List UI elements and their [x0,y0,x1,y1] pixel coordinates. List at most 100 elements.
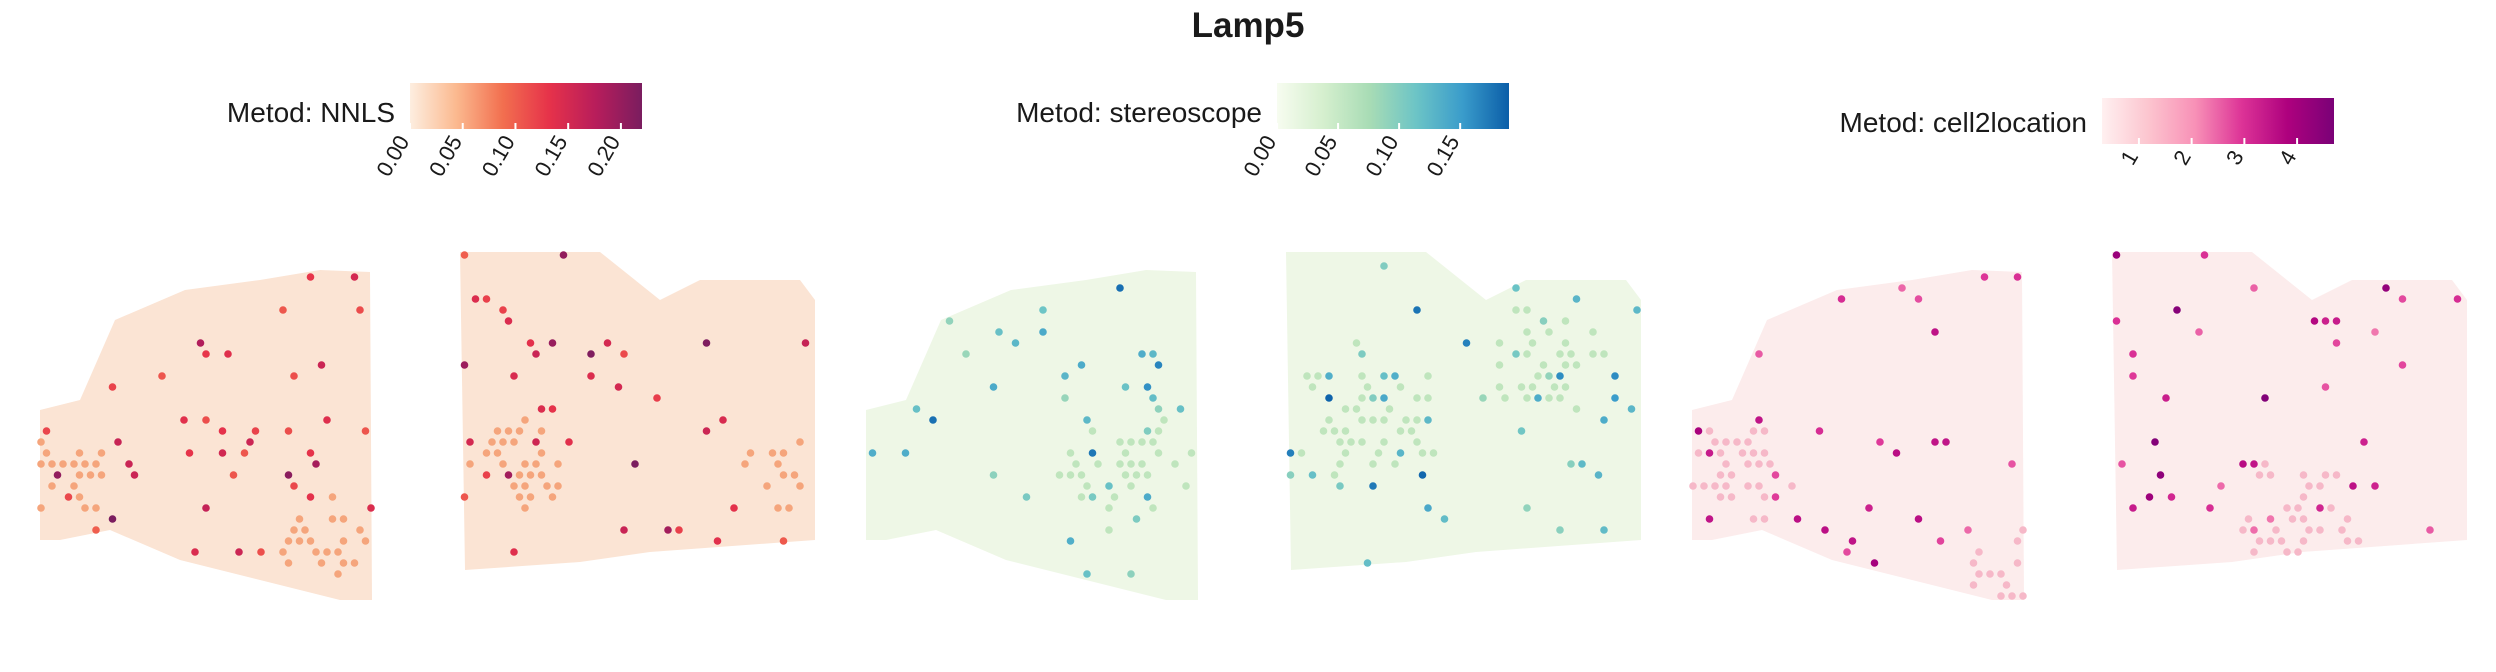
spot [1396,383,1405,391]
tissue-section-left [866,270,1198,600]
spot [1127,482,1135,490]
spot [1154,449,1163,457]
spot [2217,482,2225,490]
spot [1572,361,1581,369]
spot [1171,460,1179,468]
spot [1501,394,1509,402]
spot [768,449,777,457]
spot [1815,427,1824,435]
spot [312,460,320,468]
spot [2129,504,2137,512]
spot [1363,383,1372,391]
spot [2239,460,2247,468]
spot [1969,559,1978,567]
spot [328,493,337,501]
spot [493,449,502,457]
spot [1187,449,1196,457]
spot [488,438,496,446]
spot [2008,460,2016,468]
spot [1870,559,1879,567]
spot [1716,471,1725,479]
spot [306,449,315,457]
spot [97,449,106,457]
spot [1837,295,1846,303]
spot [1755,350,1763,358]
spot [2013,273,2022,281]
spot-map [37,251,815,600]
spot [1325,372,1333,380]
spot [1594,471,1603,479]
spot [1105,504,1113,512]
spot [548,493,557,501]
spot [614,383,623,391]
spot [1733,438,1741,446]
spot [2310,317,2319,325]
spot [1077,471,1086,479]
spot [1380,262,1388,270]
spot [471,295,480,303]
spot [108,515,117,523]
spot [306,273,315,281]
spot [279,548,287,556]
spot [945,317,954,325]
spot [603,339,612,347]
spot [1727,493,1736,501]
colorbar [2102,98,2334,144]
tissue-section-right [1286,252,1641,570]
colorbar-tick-label: 0.00 [371,131,414,181]
spot [323,416,331,424]
spot [59,460,67,468]
spot [334,548,342,556]
spot [2008,592,2016,600]
spot [2206,504,2214,512]
spot [2255,471,2264,479]
spot [53,471,62,479]
spot [2250,460,2258,468]
spot [48,460,56,468]
spot [499,438,507,446]
spot [1061,394,1069,402]
spot [2316,526,2324,534]
spot [1589,328,1597,336]
spot [301,526,309,534]
spot [1633,306,1641,314]
spot [801,339,810,347]
spot [1545,372,1553,380]
spot [2013,537,2022,545]
spot [1556,350,1564,358]
spot [1154,405,1163,413]
spot [1964,526,1972,534]
spot [460,251,469,259]
spot [1039,306,1047,314]
spot [559,251,568,259]
spot [499,460,507,468]
spot [1116,438,1124,446]
spot [526,493,535,501]
spot [1517,383,1526,391]
spot [1495,361,1504,369]
spot [251,427,260,435]
spot [1755,460,1763,468]
spot [482,471,491,479]
spot [334,570,342,578]
spot [796,438,804,446]
spot [356,306,364,314]
spot [1892,449,1901,457]
spot [1440,515,1449,523]
spot [537,405,546,413]
spot [1325,394,1333,402]
tissue-section-right [2112,252,2467,570]
spot [515,493,524,501]
spot [1589,350,1597,358]
spot [1413,438,1421,446]
spot [2129,350,2137,358]
spot [510,548,518,556]
spot [1539,317,1548,325]
spot [1336,482,1344,490]
spot [1380,372,1388,380]
spot [191,548,199,556]
spot [2283,504,2291,512]
spot [81,504,89,512]
spot [202,350,210,358]
spot [229,471,238,479]
